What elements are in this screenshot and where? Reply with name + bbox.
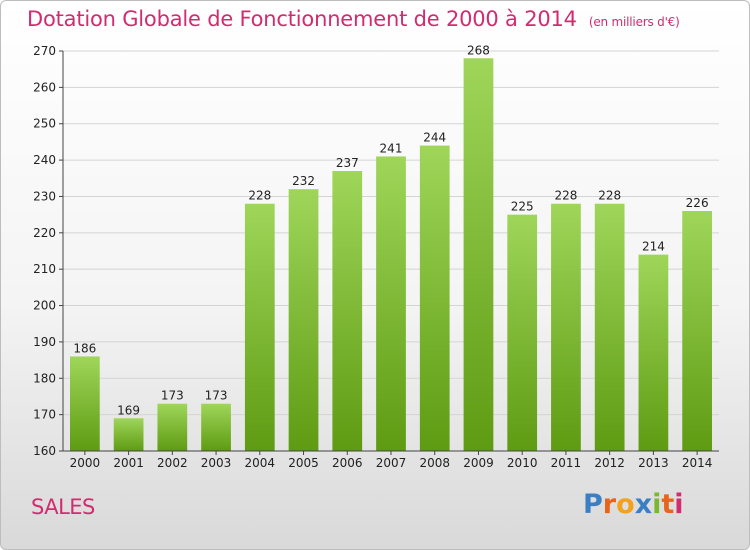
data-label-2000: 186 (73, 341, 96, 355)
x-tick-label-2001: 2001 (113, 456, 144, 470)
bars (69, 58, 713, 452)
data-label-2006: 237 (336, 156, 359, 170)
x-tick-label-2011: 2011 (551, 456, 582, 470)
y-tick-label: 270 (33, 44, 56, 58)
bar-2002 (157, 403, 188, 451)
chart-title: Dotation Globale de Fonctionnement de 20… (27, 7, 680, 31)
x-tick-label-2002: 2002 (157, 456, 188, 470)
data-label-2001: 169 (117, 403, 140, 417)
y-tick-label: 240 (33, 153, 56, 167)
logo-letter: x (634, 489, 653, 520)
commune-name: SALES (31, 495, 95, 519)
bar-2006 (332, 171, 363, 451)
data-label-2003: 173 (205, 389, 228, 403)
data-label-2008: 244 (423, 131, 446, 145)
logo-letter: i (674, 489, 684, 520)
x-tick-label-2013: 2013 (638, 456, 669, 470)
bar-2010 (507, 214, 538, 451)
x-tick-label-2009: 2009 (463, 456, 494, 470)
x-tick-label-2007: 2007 (376, 456, 407, 470)
bar-2005 (288, 189, 319, 451)
y-tick-label: 180 (33, 371, 56, 385)
labels: 160 170 180 190 200 210 220 230 240 250 260 270 186 2… (33, 43, 712, 470)
x-tick-label-2014: 2014 (682, 456, 713, 470)
x-tick-label-2004: 2004 (245, 456, 276, 470)
y-tick-label: 250 (33, 117, 56, 131)
data-label-2007: 241 (380, 141, 403, 155)
data-label-2011: 228 (554, 189, 577, 203)
axes (59, 50, 719, 455)
logo-letter: o (616, 489, 635, 520)
data-label-2010: 225 (511, 200, 534, 214)
logo-letter: i (652, 489, 662, 520)
y-tick-label: 260 (33, 80, 56, 94)
bar-2000 (69, 356, 100, 451)
bar-2001 (113, 418, 144, 451)
y-tick-label: 220 (33, 226, 56, 240)
logo-letter: r (602, 489, 617, 520)
data-label-2013: 214 (642, 240, 665, 254)
bar-2004 (244, 203, 275, 451)
y-tick-label: 210 (33, 262, 56, 276)
bar-2014 (682, 211, 713, 451)
y-tick-label: 160 (33, 444, 56, 458)
x-tick-label-2008: 2008 (419, 456, 450, 470)
y-tick-label: 200 (33, 299, 56, 313)
bar-2012 (594, 203, 625, 451)
bar-2008 (419, 145, 450, 451)
data-label-2014: 226 (686, 196, 709, 210)
bar-2009 (463, 58, 494, 451)
logo-letter: P (583, 489, 603, 520)
x-tick-label-2012: 2012 (594, 456, 625, 470)
logo-letter: t (661, 489, 675, 520)
bar-2003 (201, 403, 231, 451)
x-tick-label-2006: 2006 (332, 456, 363, 470)
data-label-2012: 228 (598, 189, 621, 203)
data-label-2005: 232 (292, 174, 315, 188)
bar-2011 (551, 203, 581, 451)
y-tick-label: 190 (33, 335, 56, 349)
chart-subtitle: (en milliers d'€) (588, 15, 680, 29)
data-label-2009: 268 (467, 43, 490, 57)
bar-2013 (638, 254, 669, 451)
y-tick-label: 170 (33, 408, 56, 422)
data-label-2004: 228 (248, 189, 271, 203)
bar-2007 (376, 156, 406, 452)
x-tick-label-2010: 2010 (507, 456, 538, 470)
data-label-2002: 173 (161, 389, 184, 403)
x-tick-label-2005: 2005 (288, 456, 319, 470)
x-tick-label-2000: 2000 (70, 456, 101, 470)
x-tick-label-2003: 2003 (201, 456, 232, 470)
y-tick-label: 230 (33, 189, 56, 203)
proxiti-logo: Proxiti (583, 489, 684, 520)
